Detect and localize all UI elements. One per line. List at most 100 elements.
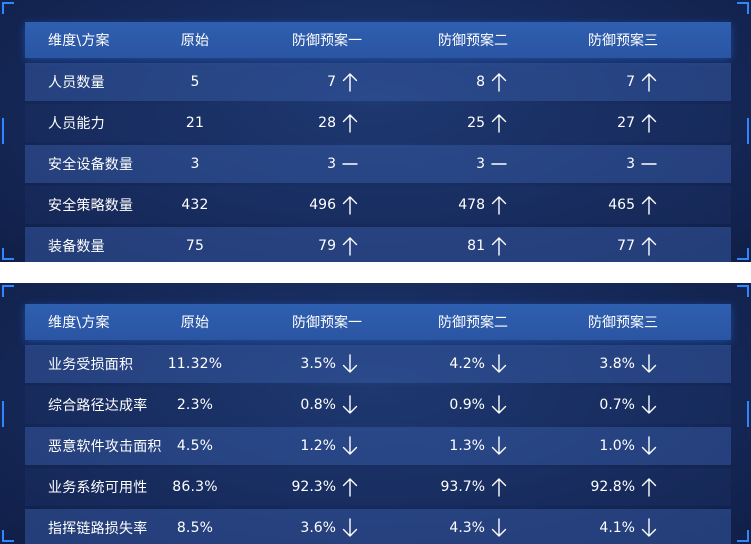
up-arrow-icon: [489, 63, 509, 101]
dash-icon: [340, 145, 360, 183]
row-plan-three-value: 92.8%: [590, 479, 635, 495]
down-arrow-icon: [489, 386, 509, 424]
down-arrow-icon: [639, 345, 659, 383]
row-dimension-name: 人员数量: [48, 75, 105, 91]
row-plan-three-value: 4.1%: [599, 520, 635, 536]
table-row: 装备数量 75 79 81 77: [25, 227, 731, 262]
down-arrow-icon: [639, 427, 659, 465]
row-plan-one-value: 1.2%: [300, 438, 336, 454]
row-dimension-name: 业务受损面积: [48, 357, 134, 373]
row-plan-three-value: 3.8%: [599, 356, 635, 372]
table-row: 恶意软件攻击面积 4.5% 1.2% 1.3% 1.0%: [25, 427, 731, 465]
edge-decoration: [2, 118, 4, 144]
row-plan-one-value: 496: [309, 197, 336, 213]
up-arrow-icon: [489, 186, 509, 224]
row-plan-three-value: 7: [626, 74, 635, 90]
row-original-value: 432: [181, 197, 209, 213]
down-arrow-icon: [340, 386, 360, 424]
row-plan-two-value: 1.3%: [449, 438, 485, 454]
row-plan-one-value: 79: [318, 238, 336, 254]
row-dimension-name: 装备数量: [48, 239, 105, 255]
edge-decoration: [747, 400, 749, 427]
row-plan-two-value: 478: [458, 197, 485, 213]
header-original: 原始: [180, 315, 210, 331]
row-plan-one-value: 3: [327, 156, 336, 172]
row-plan-three-value: 0.7%: [599, 397, 635, 413]
down-arrow-icon: [340, 509, 360, 544]
corner-decoration: [737, 285, 749, 297]
up-arrow-icon: [639, 104, 659, 142]
header-plan-three: 防御预案三: [588, 33, 658, 49]
down-arrow-icon: [489, 509, 509, 544]
row-plan-one-value: 92.3%: [291, 479, 336, 495]
corner-decoration: [737, 248, 749, 260]
table-row: 业务受损面积 11.32% 3.5% 4.2% 3.8%: [25, 345, 731, 383]
row-plan-one-value: 28: [318, 115, 336, 131]
up-arrow-icon: [340, 104, 360, 142]
table-row: 综合路径达成率 2.3% 0.8% 0.9% 0.7%: [25, 386, 731, 424]
row-original-value: 3: [190, 156, 200, 172]
header-original: 原始: [180, 33, 210, 49]
effect-comparison-table: 维度\方案 原始 防御预案一 防御预案二 防御预案三 业务受损面积 11.32% 3.5% 4.…: [25, 304, 731, 544]
header-plan-three: 防御预案三: [588, 315, 658, 331]
dash-icon: [639, 145, 659, 183]
row-plan-one-value: 0.8%: [300, 397, 336, 413]
corner-decoration: [2, 2, 14, 14]
row-plan-three-value: 1.0%: [599, 438, 635, 454]
row-plan-three-value: 27: [617, 115, 635, 131]
row-original-value: 4.5%: [176, 438, 214, 454]
corner-decoration: [2, 530, 14, 542]
row-plan-one-value: 3.6%: [300, 520, 336, 536]
row-dimension-name: 综合路径达成率: [48, 398, 148, 414]
up-arrow-icon: [340, 227, 360, 262]
row-plan-one-value: 7: [327, 74, 336, 90]
resource-comparison-panel: 维度\方案 原始 防御预案一 防御预案二 防御预案三 人员数量 5 7 8 7 人员能力 21 28 25…: [0, 0, 751, 262]
up-arrow-icon: [340, 468, 360, 506]
down-arrow-icon: [639, 386, 659, 424]
corner-decoration: [737, 530, 749, 542]
table-header-row: 维度\方案 原始 防御预案一 防御预案二 防御预案三: [25, 304, 731, 340]
row-original-value: 11.32%: [167, 356, 223, 372]
down-arrow-icon: [340, 345, 360, 383]
effect-comparison-panel: 维度\方案 原始 防御预案一 防御预案二 防御预案三 业务受损面积 11.32% 3.5% 4.…: [0, 283, 751, 544]
down-arrow-icon: [489, 345, 509, 383]
down-arrow-icon: [340, 427, 360, 465]
table-header-row: 维度\方案 原始 防御预案一 防御预案二 防御预案三: [25, 22, 731, 58]
header-plan-two: 防御预案二: [438, 33, 508, 49]
corner-decoration: [737, 2, 749, 14]
up-arrow-icon: [340, 63, 360, 101]
corner-decoration: [2, 285, 14, 297]
row-plan-two-value: 0.9%: [449, 397, 485, 413]
table-row: 安全设备数量 3 3 3 3: [25, 145, 731, 183]
corner-decoration: [2, 248, 14, 260]
row-original-value: 86.3%: [172, 479, 218, 495]
row-plan-two-value: 4.2%: [449, 356, 485, 372]
down-arrow-icon: [639, 509, 659, 544]
header-plan-one: 防御预案一: [292, 33, 362, 49]
header-plan-one: 防御预案一: [292, 315, 362, 331]
up-arrow-icon: [489, 104, 509, 142]
row-original-value: 2.3%: [176, 397, 214, 413]
resource-comparison-table: 维度\方案 原始 防御预案一 防御预案二 防御预案三 人员数量 5 7 8 7 人员能力 21 28 25…: [25, 22, 731, 262]
row-plan-three-value: 3: [626, 156, 635, 172]
up-arrow-icon: [639, 63, 659, 101]
up-arrow-icon: [489, 468, 509, 506]
row-original-value: 5: [190, 74, 200, 90]
row-dimension-name: 人员能力: [48, 116, 105, 132]
row-plan-three-value: 77: [617, 238, 635, 254]
row-dimension-name: 安全设备数量: [48, 157, 134, 173]
edge-decoration: [2, 400, 4, 427]
table-row: 人员数量 5 7 8 7: [25, 63, 731, 101]
row-dimension-name: 业务系统可用性: [48, 480, 148, 496]
row-plan-two-value: 4.3%: [449, 520, 485, 536]
row-plan-two-value: 8: [476, 74, 485, 90]
up-arrow-icon: [489, 227, 509, 262]
row-plan-one-value: 3.5%: [300, 356, 336, 372]
up-arrow-icon: [639, 227, 659, 262]
row-original-value: 75: [185, 238, 205, 254]
row-dimension-name: 恶意软件攻击面积: [48, 439, 162, 455]
row-original-value: 21: [185, 115, 205, 131]
row-dimension-name: 指挥链路损失率: [48, 521, 148, 537]
row-dimension-name: 安全策略数量: [48, 198, 134, 214]
row-plan-two-value: 93.7%: [440, 479, 485, 495]
